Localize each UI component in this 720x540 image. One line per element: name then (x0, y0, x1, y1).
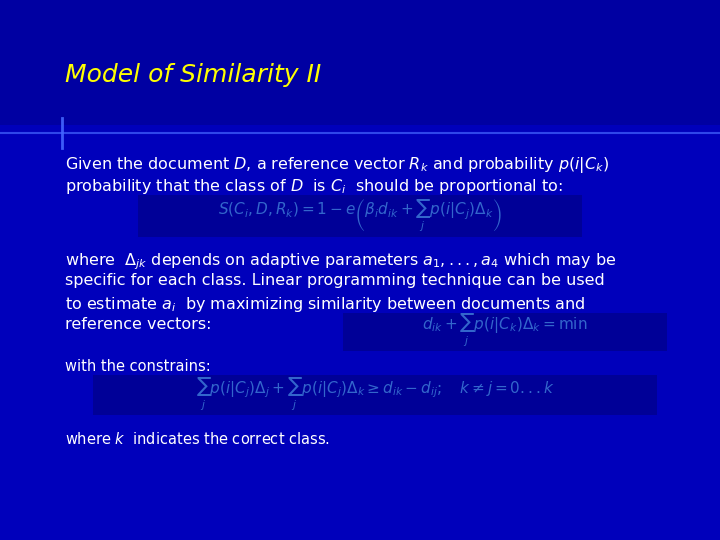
Text: specific for each class. Linear programming technique can be used: specific for each class. Linear programm… (65, 273, 605, 288)
Text: Model of Similarity II: Model of Similarity II (65, 63, 321, 87)
Text: probability that the class of $D$  is $C_i$  should be proportional to:: probability that the class of $D$ is $C_… (65, 177, 563, 196)
Text: $S(C_i, D, R_k) = 1 - e\left(\beta_i d_{ik} + \sum_j p(i|C_j)\Delta_k\right)$: $S(C_i, D, R_k) = 1 - e\left(\beta_i d_{… (218, 198, 502, 234)
Text: $d_{ik} + \sum_j p(i|C_k)\Delta_k = \mathrm{min}$: $d_{ik} + \sum_j p(i|C_k)\Delta_k = \mat… (422, 313, 588, 349)
FancyBboxPatch shape (93, 375, 657, 415)
Text: with the constrains:: with the constrains: (65, 359, 211, 374)
Text: Given the document $D$, a reference vector $R_k$ and probability $p(i|C_k)$: Given the document $D$, a reference vect… (65, 155, 609, 175)
Bar (0, 0, 720, 125)
Text: reference vectors:: reference vectors: (65, 317, 212, 332)
Text: where  $\Delta_{jk}$ depends on adaptive parameters $a_1,...,a_4$ which may be: where $\Delta_{jk}$ depends on adaptive … (65, 251, 616, 272)
FancyBboxPatch shape (138, 195, 582, 237)
Text: to estimate $a_i$  by maximizing similarity between documents and: to estimate $a_i$ by maximizing similari… (65, 295, 585, 314)
Text: where $k$  indicates the correct class.: where $k$ indicates the correct class. (65, 431, 330, 447)
Text: $\sum_j p(i|C_j)\Delta_j + \sum_j p(i|C_j)\Delta_k \geq d_{ik} - d_{ij}; \quad k: $\sum_j p(i|C_j)\Delta_j + \sum_j p(i|C_… (196, 377, 554, 413)
FancyBboxPatch shape (343, 313, 667, 351)
